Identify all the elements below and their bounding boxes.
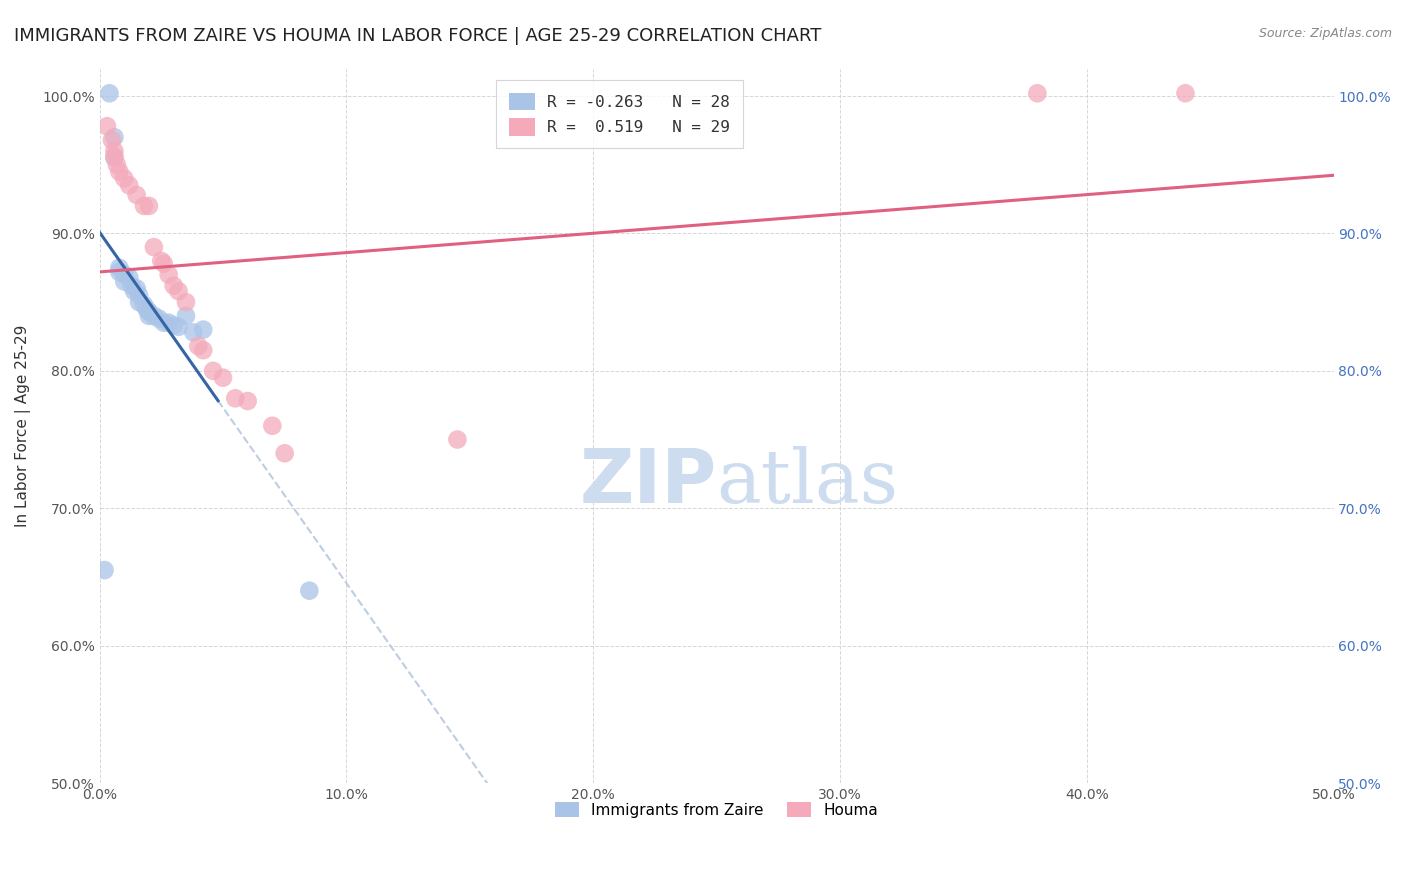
Y-axis label: In Labor Force | Age 25-29: In Labor Force | Age 25-29 xyxy=(15,325,31,527)
Point xyxy=(128,288,150,302)
Point xyxy=(125,281,148,295)
Point xyxy=(138,199,160,213)
Point xyxy=(1026,87,1049,101)
Point xyxy=(118,178,141,193)
Point xyxy=(142,309,165,323)
Point xyxy=(236,394,259,409)
Point xyxy=(1174,87,1197,101)
Point xyxy=(148,311,170,326)
Text: atlas: atlas xyxy=(717,446,898,519)
Text: IMMIGRANTS FROM ZAIRE VS HOUMA IN LABOR FORCE | AGE 25-29 CORRELATION CHART: IMMIGRANTS FROM ZAIRE VS HOUMA IN LABOR … xyxy=(14,27,821,45)
Point xyxy=(142,240,165,254)
Point xyxy=(103,144,125,158)
Point xyxy=(152,257,174,271)
Point xyxy=(273,446,295,460)
Point xyxy=(162,318,184,333)
Point xyxy=(108,265,131,279)
Point xyxy=(122,284,145,298)
Point xyxy=(152,316,174,330)
Point xyxy=(112,268,135,282)
Point xyxy=(135,301,157,316)
Point xyxy=(183,326,205,340)
Point xyxy=(446,433,468,447)
Point xyxy=(118,270,141,285)
Point xyxy=(187,339,209,353)
Point xyxy=(193,343,215,358)
Point xyxy=(212,370,235,384)
Point xyxy=(125,188,148,202)
Point xyxy=(157,268,180,282)
Point xyxy=(157,316,180,330)
Point xyxy=(193,323,215,337)
Point xyxy=(132,298,155,312)
Point xyxy=(98,87,121,101)
Point xyxy=(162,278,184,293)
Point xyxy=(128,295,150,310)
Text: Source: ZipAtlas.com: Source: ZipAtlas.com xyxy=(1258,27,1392,40)
Point xyxy=(150,253,173,268)
Point xyxy=(108,164,131,178)
Point xyxy=(138,304,160,318)
Point xyxy=(167,319,190,334)
Legend: Immigrants from Zaire, Houma: Immigrants from Zaire, Houma xyxy=(547,794,886,825)
Point xyxy=(202,364,225,378)
Point xyxy=(138,309,160,323)
Point xyxy=(112,171,135,186)
Point xyxy=(174,295,197,310)
Point xyxy=(103,130,125,145)
Point xyxy=(224,392,246,406)
Point xyxy=(108,260,131,275)
Point xyxy=(103,151,125,165)
Point xyxy=(112,275,135,289)
Point xyxy=(103,149,125,163)
Text: ZIP: ZIP xyxy=(579,446,717,519)
Point xyxy=(96,120,118,134)
Point xyxy=(101,133,124,147)
Point xyxy=(93,563,115,577)
Point xyxy=(121,278,143,293)
Point xyxy=(167,284,190,298)
Point xyxy=(262,418,284,433)
Point xyxy=(174,309,197,323)
Point xyxy=(105,158,128,172)
Point xyxy=(132,199,155,213)
Point xyxy=(298,583,321,598)
